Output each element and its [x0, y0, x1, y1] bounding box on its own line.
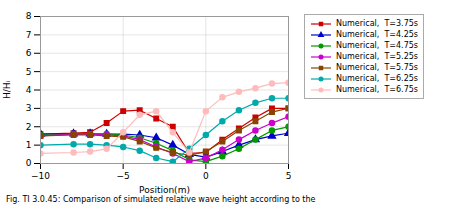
html-text:Numerical, T=5.25s: Numerical, T=5.25s [336, 52, 418, 61]
html-text:Numerical, T=4.25s: Numerical, T=4.25s [336, 30, 418, 39]
html-text:Numerical, T=3.75s: Numerical, T=3.75s [336, 19, 418, 28]
svg-text:−5: −5 [117, 171, 130, 181]
svg-text:Position(m): Position(m) [139, 185, 190, 195]
svg-text:7: 7 [26, 30, 32, 40]
svg-text:4: 4 [26, 85, 32, 95]
svg-text:5: 5 [26, 67, 32, 77]
html-text:Numerical, T=4.75s: Numerical, T=4.75s [336, 41, 418, 50]
svg-text:5: 5 [286, 171, 292, 181]
html-text:Numerical, T=6.75s: Numerical, T=6.75s [336, 85, 418, 94]
svg-text:H/Hᵢ: H/Hᵢ [2, 81, 12, 100]
svg-text:6: 6 [26, 48, 32, 58]
svg-text:0: 0 [26, 158, 32, 168]
html-text:Numerical, T=5.75s: Numerical, T=5.75s [336, 63, 418, 72]
svg-text:−10: −10 [31, 171, 50, 181]
svg-text:3: 3 [26, 103, 32, 113]
html-text:Numerical, T=6.25s: Numerical, T=6.25s [336, 74, 418, 83]
svg-text:0: 0 [203, 171, 209, 181]
svg-text:2: 2 [26, 122, 32, 132]
svg-text:1: 1 [26, 140, 32, 150]
svg-text:8: 8 [26, 11, 32, 21]
html-text:Fig. TI 3.0.45: Comparison of: Fig. TI 3.0.45: Comparison of simulated … [6, 195, 316, 204]
